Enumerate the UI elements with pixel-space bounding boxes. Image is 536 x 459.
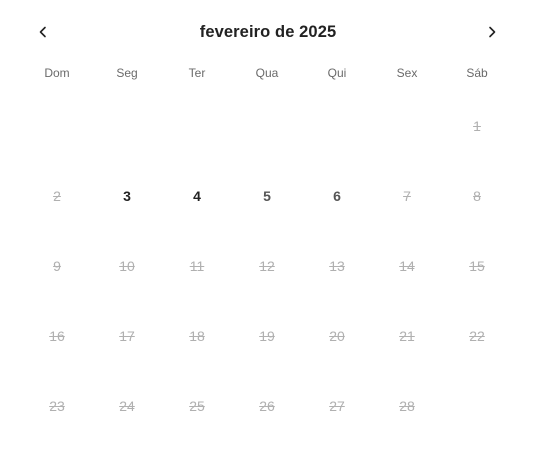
- day-cell: 7: [403, 188, 411, 204]
- day-cell[interactable]: 6: [333, 188, 341, 204]
- day-cell: 22: [469, 328, 485, 344]
- day-cell: 18: [189, 328, 205, 344]
- day-cell: 23: [49, 398, 65, 414]
- chevron-right-icon: [489, 26, 496, 38]
- day-cell: 12: [259, 258, 275, 274]
- day-cell: 10: [119, 258, 135, 274]
- day-cell: 25: [189, 398, 205, 414]
- weekday-label: Sex: [396, 66, 418, 80]
- day-cell: 15: [469, 258, 485, 274]
- weekday-label: Qui: [327, 66, 347, 80]
- month-title: fevereiro de 2025: [199, 23, 337, 41]
- day-cell: 1: [473, 118, 481, 134]
- weekday-label: Sáb: [466, 66, 488, 80]
- weekday-label: Seg: [116, 66, 138, 80]
- next-month-button[interactable]: [476, 16, 508, 48]
- previous-month-button[interactable]: [27, 16, 59, 48]
- day-cell: 11: [189, 258, 205, 274]
- weekday-header-row: Dom Seg Ter Qua Qui Sex Sáb: [22, 62, 512, 84]
- day-cell: 24: [119, 398, 135, 414]
- day-cell: 8: [473, 188, 481, 204]
- day-cell: 13: [329, 258, 345, 274]
- chevron-left-icon: [39, 26, 46, 38]
- day-cell: 20: [329, 328, 345, 344]
- day-cell[interactable]: 5: [263, 188, 271, 204]
- weekday-label: Dom: [44, 66, 70, 80]
- day-cell: 27: [329, 398, 345, 414]
- day-cell: 28: [399, 398, 415, 414]
- day-grid: 1 2 3 4 5 6 7 8 9 10 11 12 13 14 15 16 17 18 19 20 21 22 23 24 2…: [22, 91, 512, 441]
- day-cell[interactable]: 3: [123, 188, 131, 204]
- day-cell: 9: [53, 258, 61, 274]
- calendar-header: fevereiro de 2025: [0, 14, 536, 50]
- day-cell: 21: [399, 328, 415, 344]
- weekday-label: Qua: [255, 66, 279, 80]
- day-cell: 2: [53, 188, 61, 204]
- day-cell: 17: [119, 328, 135, 344]
- day-cell: 19: [259, 328, 275, 344]
- weekday-label: Ter: [188, 66, 206, 80]
- day-cell[interactable]: 4: [193, 188, 201, 204]
- day-cell: 26: [259, 398, 275, 414]
- day-cell: 14: [399, 258, 415, 274]
- day-cell: 16: [49, 328, 65, 344]
